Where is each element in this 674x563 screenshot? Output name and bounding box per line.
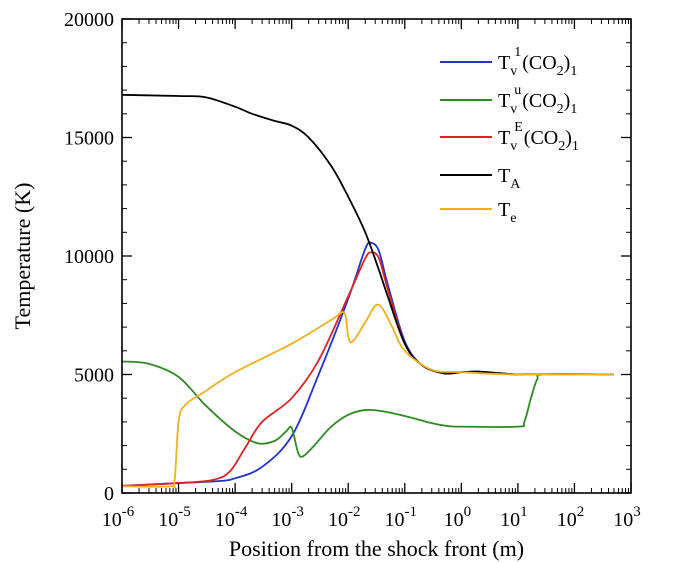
legend-item-ta: TA bbox=[440, 165, 521, 192]
x-tick-label: 10-1 bbox=[385, 504, 418, 531]
x-tick-label: 100 bbox=[444, 504, 472, 531]
legend-item-tvu: Tvu(CO2)1 bbox=[440, 83, 577, 117]
x-axis-title: Position from the shock front (m) bbox=[229, 536, 524, 561]
x-tick-label: 101 bbox=[500, 504, 528, 531]
x-tick-label: 10-5 bbox=[158, 504, 191, 531]
y-tick-label: 10000 bbox=[64, 246, 114, 268]
legend-item-te: Te bbox=[440, 199, 516, 226]
x-tick-label: 10-4 bbox=[215, 504, 248, 531]
y-tick-label: 20000 bbox=[64, 9, 114, 31]
y-tick-label: 5000 bbox=[74, 365, 114, 387]
tick-labels: 10-6 10-5 10-4 10-3 10-2 10-1 100 101 102 103 0 500… bbox=[64, 9, 641, 531]
legend-item-tve: TvE(CO2)1 bbox=[440, 120, 579, 154]
series-line-ta bbox=[121, 93, 614, 376]
y-tick-label: 0 bbox=[104, 483, 114, 505]
x-tick-label: 10-6 bbox=[102, 504, 135, 531]
plot-lines bbox=[121, 93, 614, 489]
legend-label: Tv1(CO2)1 bbox=[498, 45, 577, 79]
axis-ticks bbox=[121, 18, 632, 494]
series-line-tve bbox=[121, 251, 614, 487]
x-tick-label: 10-3 bbox=[271, 504, 304, 531]
x-tick-label: 102 bbox=[557, 504, 585, 531]
series-line-tvu bbox=[121, 360, 614, 458]
legend-label: Te bbox=[498, 199, 516, 226]
series-line-tv1 bbox=[121, 241, 614, 487]
x-tick-label: 103 bbox=[613, 504, 641, 531]
x-tick-label: 10-2 bbox=[328, 504, 361, 531]
series-line-te bbox=[121, 303, 614, 489]
legend-label: TA bbox=[498, 165, 521, 192]
y-tick-label: 15000 bbox=[64, 128, 114, 150]
legend-label: Tvu(CO2)1 bbox=[498, 83, 577, 117]
legend-item-tv1: Tv1(CO2)1 bbox=[440, 45, 577, 79]
legend-label: TvE(CO2)1 bbox=[498, 120, 579, 154]
y-axis-title: Temperature (K) bbox=[10, 183, 35, 330]
